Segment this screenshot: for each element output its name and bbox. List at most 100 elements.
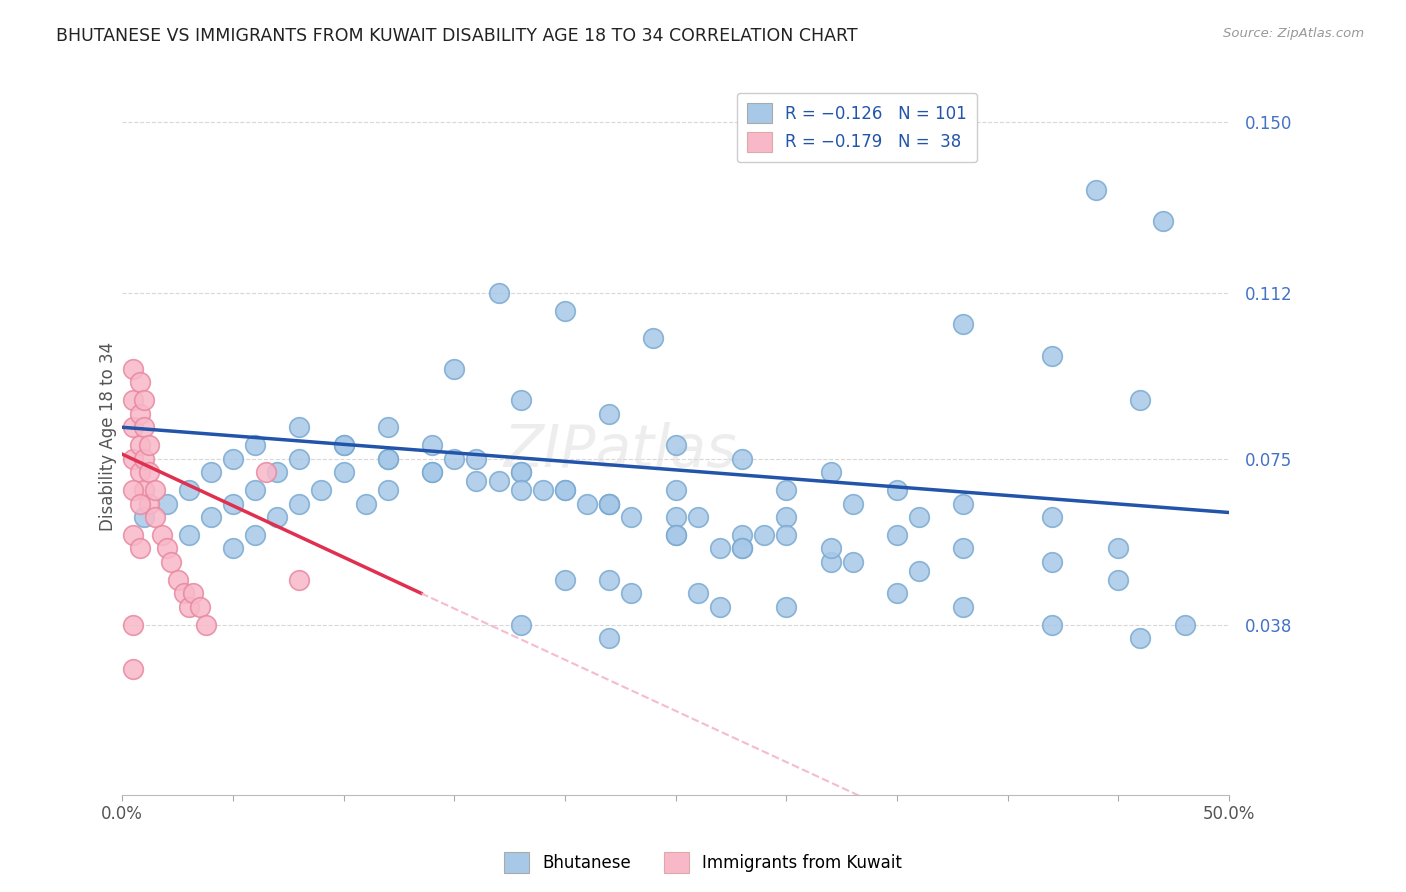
Point <box>531 483 554 497</box>
Point <box>1152 214 1174 228</box>
Point <box>122 420 145 434</box>
Point <box>509 617 531 632</box>
Point <box>420 465 443 479</box>
Point <box>1040 617 1063 632</box>
Point <box>620 510 643 524</box>
Point <box>177 528 200 542</box>
Point <box>488 285 510 300</box>
Point <box>952 541 974 556</box>
Point <box>155 541 177 556</box>
Text: BHUTANESE VS IMMIGRANTS FROM KUWAIT DISABILITY AGE 18 TO 34 CORRELATION CHART: BHUTANESE VS IMMIGRANTS FROM KUWAIT DISA… <box>56 27 858 45</box>
Point <box>886 586 908 600</box>
Point <box>665 528 688 542</box>
Point <box>598 496 620 510</box>
Point <box>288 420 311 434</box>
Point <box>1085 183 1108 197</box>
Point <box>150 528 173 542</box>
Point <box>129 438 152 452</box>
Point <box>129 496 152 510</box>
Point <box>820 555 842 569</box>
Point <box>138 465 160 479</box>
Point <box>288 573 311 587</box>
Point <box>1040 555 1063 569</box>
Point <box>134 420 156 434</box>
Point <box>145 483 167 497</box>
Point <box>134 451 156 466</box>
Point <box>731 541 754 556</box>
Point <box>222 496 245 510</box>
Point <box>129 376 152 390</box>
Point <box>643 330 665 344</box>
Point <box>443 451 465 466</box>
Point <box>122 393 145 408</box>
Point <box>665 483 688 497</box>
Point <box>752 528 775 542</box>
Point <box>332 465 354 479</box>
Point <box>509 483 531 497</box>
Y-axis label: Disability Age 18 to 34: Disability Age 18 to 34 <box>100 342 117 531</box>
Point <box>620 586 643 600</box>
Point <box>598 573 620 587</box>
Point <box>243 483 266 497</box>
Point <box>266 510 288 524</box>
Point <box>254 465 277 479</box>
Point <box>731 541 754 556</box>
Point <box>709 599 731 614</box>
Point <box>177 483 200 497</box>
Point <box>841 555 863 569</box>
Point <box>665 510 688 524</box>
Point <box>181 586 204 600</box>
Point <box>222 541 245 556</box>
Point <box>1107 573 1129 587</box>
Point <box>377 483 399 497</box>
Point <box>311 483 333 497</box>
Point <box>195 617 218 632</box>
Point <box>509 393 531 408</box>
Point <box>598 407 620 421</box>
Point <box>420 438 443 452</box>
Legend: Bhutanese, Immigrants from Kuwait: Bhutanese, Immigrants from Kuwait <box>496 846 910 880</box>
Point <box>709 541 731 556</box>
Point <box>1040 349 1063 363</box>
Point <box>166 573 188 587</box>
Point <box>122 451 145 466</box>
Point <box>554 303 576 318</box>
Point <box>377 420 399 434</box>
Point <box>731 451 754 466</box>
Point <box>122 663 145 677</box>
Point <box>200 510 222 524</box>
Point <box>665 528 688 542</box>
Point <box>160 555 183 569</box>
Point <box>820 465 842 479</box>
Point <box>509 465 531 479</box>
Point <box>465 451 488 466</box>
Point <box>138 496 160 510</box>
Point <box>509 465 531 479</box>
Point <box>177 599 200 614</box>
Point <box>1107 541 1129 556</box>
Point <box>243 438 266 452</box>
Point <box>1040 510 1063 524</box>
Point <box>952 496 974 510</box>
Point <box>554 573 576 587</box>
Point <box>686 510 709 524</box>
Point <box>775 483 797 497</box>
Point <box>354 496 377 510</box>
Point <box>820 541 842 556</box>
Point <box>731 528 754 542</box>
Point <box>886 528 908 542</box>
Point <box>138 438 160 452</box>
Point <box>288 451 311 466</box>
Text: ZIPatlas: ZIPatlas <box>503 422 737 479</box>
Point <box>908 510 931 524</box>
Point <box>134 393 156 408</box>
Point <box>908 564 931 578</box>
Point <box>129 407 152 421</box>
Point <box>266 465 288 479</box>
Point <box>443 362 465 376</box>
Point <box>775 528 797 542</box>
Point <box>420 465 443 479</box>
Point <box>554 483 576 497</box>
Point <box>576 496 599 510</box>
Point <box>1129 631 1152 645</box>
